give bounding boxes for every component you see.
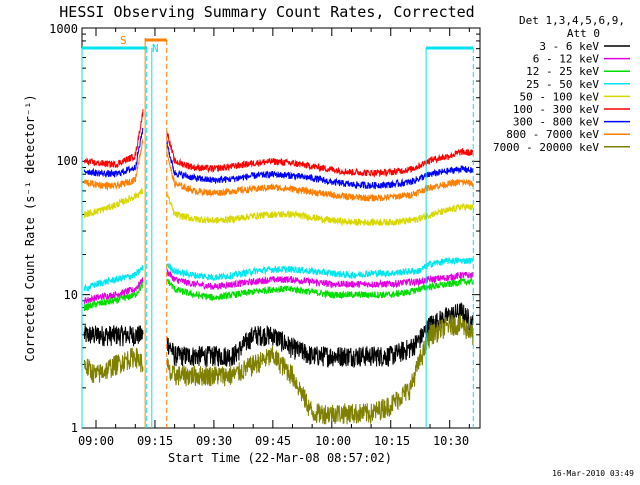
legend-label: 50 - 100 keV [520,90,600,103]
legend-label: 3 - 6 keV [539,40,599,53]
y-tick-label: 100 [56,154,78,168]
legend-label: 6 - 12 keV [533,53,600,66]
plot-frame [81,27,481,429]
series-line-9 [83,314,474,425]
legend-label: 100 - 300 keV [513,103,599,116]
x-tick-label: 09:30 [196,434,232,448]
legend-header-line2: Att 0 [567,27,600,40]
legend-header-line1: Det 1,3,4,5,6,9, [519,14,625,27]
series-line-3 [83,277,474,312]
y-tick-label: 1000 [49,22,78,36]
series-line-5 [84,187,474,227]
legend-label: 25 - 50 keV [526,78,599,91]
y-tick-label: 10 [64,288,78,302]
series-layer [83,109,474,425]
x-tick-label: 10:15 [374,434,410,448]
series-line-2 [83,268,474,305]
marker-s-label: S [120,34,127,47]
chart-title: HESSI Observing Summary Count Rates, Cor… [59,3,474,21]
x-tick-label: 09:15 [137,434,173,448]
series-line-1 [83,301,474,369]
x-axis: 09:00 09:15 09:30 09:45 10:00 10:15 10:3… [78,434,469,448]
y-axis: 1 10 100 1000 [49,22,78,435]
y-tick-label: 1 [71,421,78,435]
legend-label: 12 - 25 keV [526,65,599,78]
x-axis-title: Start Time (22-Mar-08 08:57:02) [168,451,392,465]
y-axis-title: Corrected Count Rate (s⁻¹ detector⁻¹) [23,94,37,361]
series-line-8 [83,138,474,202]
annotation-layer: S N [81,34,474,428]
axis-tick-marks [82,28,480,429]
x-tick-label: 09:00 [78,434,114,448]
series-line-6 [83,109,474,178]
x-tick-label: 09:45 [255,434,291,448]
marker-n-label: N [152,42,159,55]
legend-label: 7000 - 20000 keV [493,141,599,154]
x-tick-label: 10:00 [315,434,351,448]
legend-label: 300 - 800 keV [513,116,599,129]
x-tick-label: 10:30 [433,434,469,448]
footer-timestamp: 16-Mar-2010 03:49 [552,469,634,478]
series-line-7 [83,128,474,190]
legend-label: 800 - 7000 keV [506,128,599,141]
series-line-4 [83,257,474,293]
